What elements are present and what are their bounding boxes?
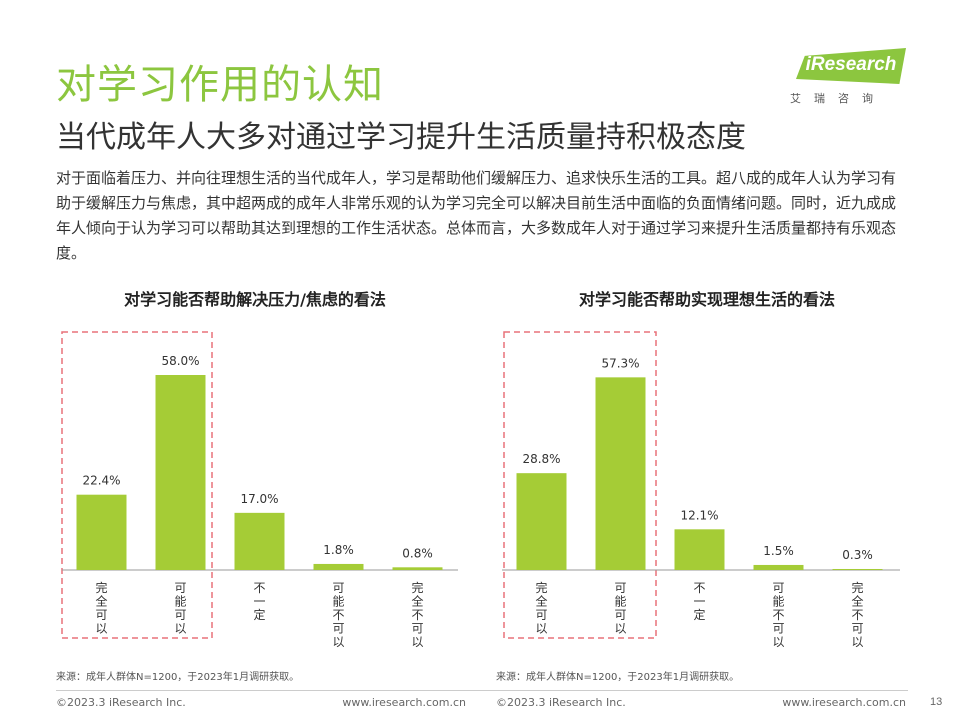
copyright-1: ©2023.3 iResearch Inc. [56,696,186,709]
data-label-1-5: 0.8% [402,546,433,560]
logo-text: iResearch [805,54,897,75]
data-label-2-3: 12.1% [680,508,718,522]
bar-2-4 [753,564,804,570]
bar-2-1 [516,473,567,570]
category-label-2-2: 可能可以 [614,581,626,636]
data-label-1-3: 17.0% [240,492,278,506]
data-label-2-5: 0.3% [842,548,873,562]
bar-2-3 [674,529,725,570]
page-title: 对学习作用的认知 [56,62,384,108]
category-label-1-3: 不一定 [253,581,265,622]
chart-title-2: 对学习能否帮助实现理想生活的看法 [579,290,835,309]
category-label-2-3: 不一定 [693,581,705,622]
category-label-1-2: 可能可以 [174,581,186,636]
category-label-1-1: 完全可以 [95,580,107,636]
highlight-box-2 [503,331,657,639]
highlight-box-1 [61,331,213,639]
data-label-1-2: 58.0% [161,354,199,368]
chart-title-1: 对学习能否帮助解决压力/焦虑的看法 [124,290,386,309]
data-label-1-1: 22.4% [82,474,120,488]
page-subtitle: 当代成年人大多对通过学习提升生活质量持积极态度 [56,120,746,155]
footer-divider [56,690,908,691]
logo-chinese-name: 艾瑞咨询 [790,92,886,105]
bar-1-1 [76,494,127,570]
iresearch-logo: iResearch 艾瑞咨询 [790,48,920,112]
bar-1-2 [155,375,206,570]
chart-source-2: 来源：成年人群体N=1200，于2023年1月调研获取。 [496,670,739,683]
category-label-1-5: 完全不可以 [411,580,423,649]
website-2: www.iresearch.com.cn [782,696,906,709]
category-label-1-4: 可能不可以 [332,581,344,649]
bar-2-5 [832,568,883,570]
data-label-1-4: 1.8% [323,543,354,557]
bar-1-3 [234,512,285,570]
category-label-2-4: 可能不可以 [772,581,784,649]
chart-source-1: 来源：成年人群体N=1200，于2023年1月调研获取。 [56,670,299,683]
bar-2-2 [595,377,646,570]
bar-1-5 [392,567,443,570]
copyright-2: ©2023.3 iResearch Inc. [496,696,626,709]
data-label-2-2: 57.3% [601,356,639,370]
data-label-2-4: 1.5% [763,544,794,558]
intro-paragraph: 对于面临着压力、并向往理想生活的当代成年人，学习是帮助他们缓解压力、追求快乐生活… [56,169,897,262]
website-1: www.iresearch.com.cn [342,696,466,709]
data-label-2-1: 28.8% [522,452,560,466]
page-number: 13 [930,696,943,708]
category-label-2-5: 完全不可以 [851,580,863,649]
bar-1-4 [313,563,364,570]
category-label-2-1: 完全可以 [535,580,547,636]
